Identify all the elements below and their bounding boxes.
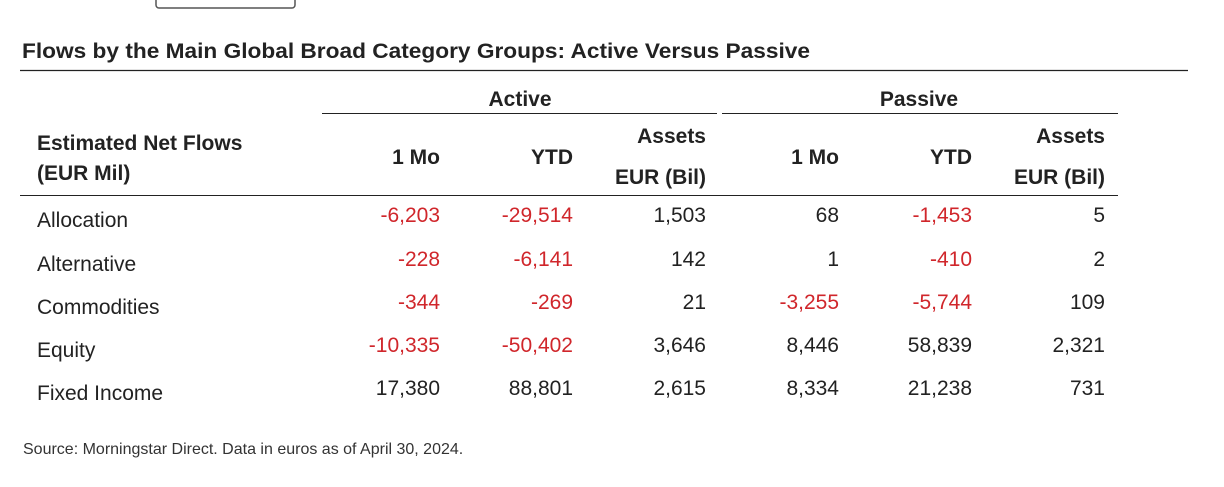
- row-label: Allocation: [37, 209, 128, 232]
- row-label: Equity: [37, 339, 96, 362]
- cell-value: 21,238: [908, 377, 972, 400]
- cell-value: 731: [1070, 377, 1105, 400]
- cell-value: 2,321: [1052, 334, 1105, 357]
- cell-value: 1: [827, 248, 839, 271]
- cell-value: 3,646: [653, 334, 706, 357]
- cell-value: -29,514: [502, 204, 574, 227]
- cell-value: 58,839: [908, 334, 972, 357]
- title: Flows by the Main Global Broad Category …: [22, 40, 810, 63]
- column-header: 1 Mo: [392, 146, 440, 169]
- cell-value: -269: [531, 291, 573, 314]
- cell-value: -50,402: [502, 334, 573, 357]
- column-header: Assets: [637, 125, 706, 148]
- cell-value: 88,801: [509, 377, 573, 400]
- cell-value: -3,255: [779, 291, 839, 314]
- cell-value: 5: [1093, 204, 1105, 227]
- button-fragment[interactable]: [155, 0, 296, 9]
- cell-value: -6,141: [513, 248, 573, 271]
- row-header-label: (EUR Mil): [37, 162, 130, 185]
- cell-value: -410: [930, 248, 972, 271]
- cell-value: 109: [1070, 291, 1105, 314]
- cell-value: -6,203: [380, 204, 440, 227]
- cell-value: 8,446: [786, 334, 839, 357]
- row-label: Commodities: [37, 296, 160, 319]
- cell-value: 21: [683, 291, 706, 314]
- cell-value: -5,744: [912, 291, 972, 314]
- group-header: Passive: [880, 88, 958, 111]
- cell-value: -1,453: [912, 204, 972, 227]
- column-header: 1 Mo: [791, 146, 839, 169]
- source-note: Source: Morningstar Direct. Data in euro…: [23, 441, 463, 458]
- cell-value: 68: [816, 204, 839, 227]
- cell-value: -10,335: [369, 334, 440, 357]
- cell-value: -228: [398, 248, 440, 271]
- row-header-label: Estimated Net Flows: [37, 132, 242, 155]
- row-label: Alternative: [37, 253, 136, 276]
- group-header: Active: [488, 88, 551, 111]
- column-header: YTD: [930, 146, 972, 169]
- column-header: EUR (Bil): [615, 166, 706, 189]
- cell-value: 8,334: [786, 377, 839, 400]
- column-header: EUR (Bil): [1014, 166, 1105, 189]
- cell-value: 2,615: [653, 377, 706, 400]
- cell-value: 2: [1093, 248, 1105, 271]
- cell-value: 142: [671, 248, 706, 271]
- cell-value: -344: [398, 291, 440, 314]
- column-header: YTD: [531, 146, 573, 169]
- column-header: Assets: [1036, 125, 1105, 148]
- cell-value: 17,380: [376, 377, 440, 400]
- row-label: Fixed Income: [37, 382, 163, 405]
- cell-value: 1,503: [653, 204, 706, 227]
